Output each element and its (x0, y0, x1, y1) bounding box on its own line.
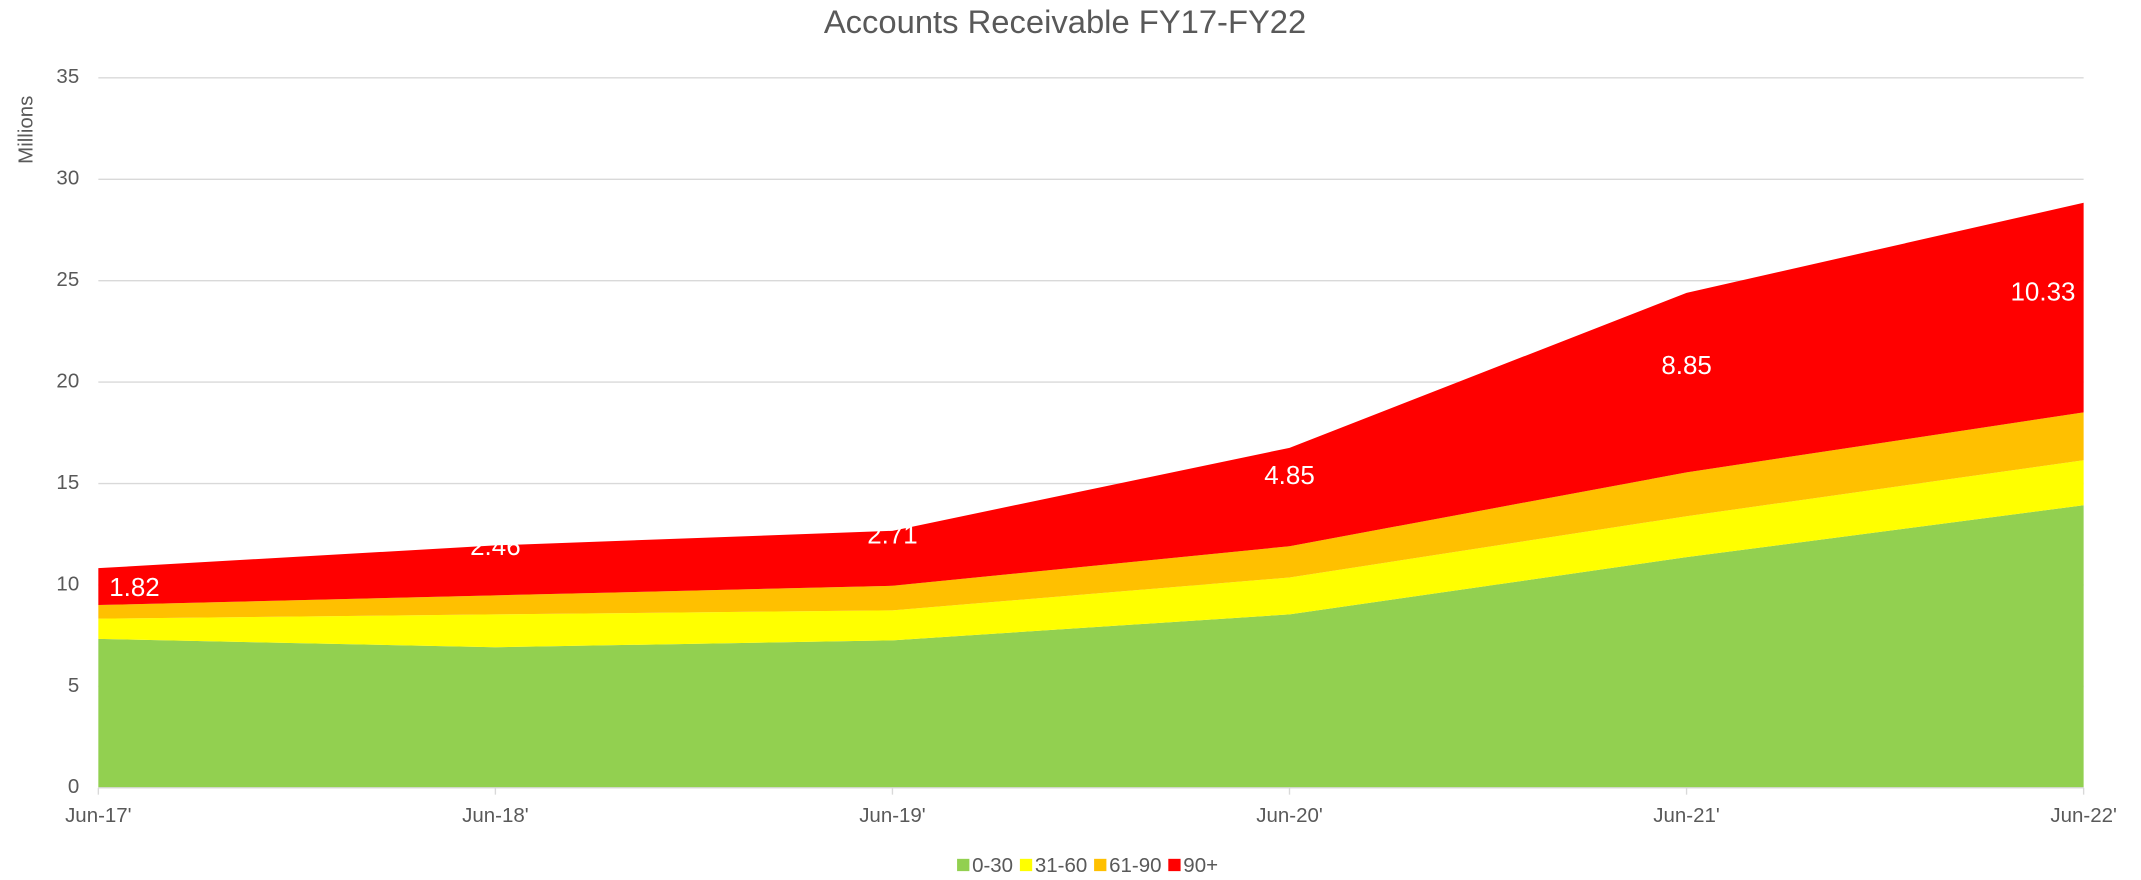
legend-swatch (1094, 858, 1107, 872)
y-tick-label: 0 (68, 775, 79, 798)
legend-label: 90+ (1183, 854, 1218, 877)
data-label: 2.46 (470, 533, 520, 561)
data-label: 10.33 (2011, 278, 2076, 306)
y-tick-label: 5 (68, 674, 79, 697)
y-tick-label: 30 (56, 167, 79, 190)
area (98, 505, 2084, 788)
legend-swatch (1019, 858, 1033, 872)
data-label: 1.82 (109, 574, 159, 602)
legend-label: 31-60 (1035, 854, 1087, 877)
x-tick-label: Jun-18' (462, 804, 529, 827)
area (98, 460, 2084, 648)
y-tick-label: 35 (56, 65, 79, 88)
x-tick-label: Jun-19' (859, 804, 926, 827)
x-tick-label: Jun-22' (2050, 804, 2117, 827)
area (98, 412, 2084, 619)
chart-title: Accounts Receivable FY17-FY22 (824, 3, 1306, 40)
legend-label: 61-90 (1109, 854, 1161, 877)
data-label: 2.71 (867, 521, 917, 549)
y-tick-label: 10 (56, 572, 79, 595)
y-tick-label: 15 (56, 471, 79, 494)
y-tick-label: 20 (56, 370, 79, 393)
x-tick-label: Jun-20' (1256, 804, 1322, 827)
legend-swatch (957, 858, 970, 872)
x-tick-label: Jun-21' (1653, 804, 1720, 827)
x-tick-label: Jun-17' (65, 804, 132, 827)
legend-swatch (1168, 858, 1181, 872)
legend-label: 0-30 (972, 854, 1013, 877)
area (98, 202, 2084, 606)
legend: 0-30 31-60 61-90 90+ (957, 854, 1218, 877)
y-tick-label: 25 (56, 268, 79, 291)
y-axis-label: Millions (15, 96, 38, 164)
data-label: 8.85 (1661, 352, 1711, 380)
data-label: 4.85 (1264, 462, 1314, 490)
